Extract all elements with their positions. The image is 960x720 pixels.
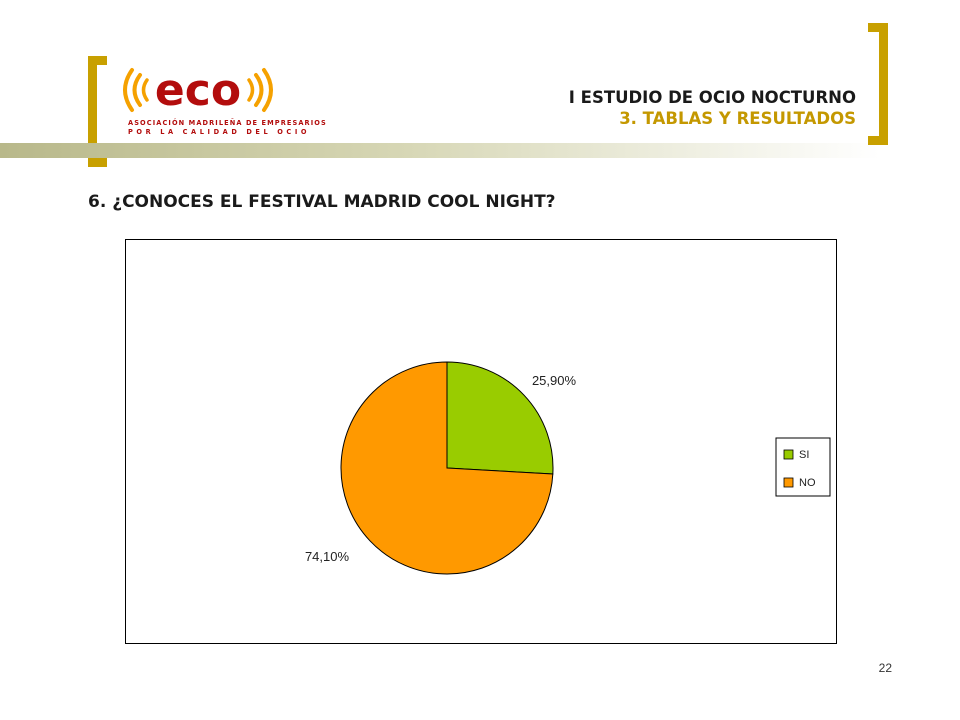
- logo-wave-right-inner: [247, 78, 255, 102]
- header-title: I ESTUDIO DE OCIO NOCTURNO: [568, 88, 856, 107]
- right-bracket-top: [868, 23, 888, 32]
- legend-swatch-si: [783, 449, 794, 460]
- eco-logo: eco: [123, 65, 273, 116]
- logo-wave-right-outer: [262, 68, 273, 112]
- logo-wordmark: eco: [155, 65, 241, 116]
- header-subtitle: 3. TABLAS Y RESULTADOS: [619, 109, 856, 128]
- question-title: 6. ¿CONOCES EL FESTIVAL MADRID COOL NIGH…: [88, 192, 556, 212]
- page-number: 22: [878, 661, 892, 675]
- left-bracket-vertical: [88, 56, 97, 167]
- header-band: [0, 143, 880, 158]
- logo-wave-left-inner: [141, 78, 149, 102]
- pie-chart: 25,90% 74,10% SI NO: [305, 361, 831, 575]
- legend-label-si: SI: [799, 449, 809, 461]
- logo-wave-left-outer: [123, 68, 134, 112]
- left-bracket-top: [88, 56, 107, 65]
- pie-slice-si: [446, 361, 554, 475]
- logo-wave-left-mid: [132, 73, 142, 107]
- logo-wave-right-mid: [254, 73, 264, 107]
- logo-tagline-1: ASOCIACIÓN MADRILEÑA DE EMPRESARIOS: [128, 119, 327, 127]
- legend-box: [775, 437, 831, 497]
- right-bracket-bottom: [868, 136, 888, 145]
- data-label-no: 74,10%: [305, 549, 350, 564]
- pie-slice-no: [340, 361, 554, 575]
- legend-label-no: NO: [799, 477, 816, 489]
- right-bracket-vertical: [879, 23, 888, 145]
- logo-tagline-2: POR LA CALIDAD DEL OCIO: [128, 128, 311, 136]
- left-bracket-bottom: [88, 158, 107, 167]
- data-label-si: 25,90%: [532, 373, 577, 388]
- legend-swatch-no: [783, 477, 794, 488]
